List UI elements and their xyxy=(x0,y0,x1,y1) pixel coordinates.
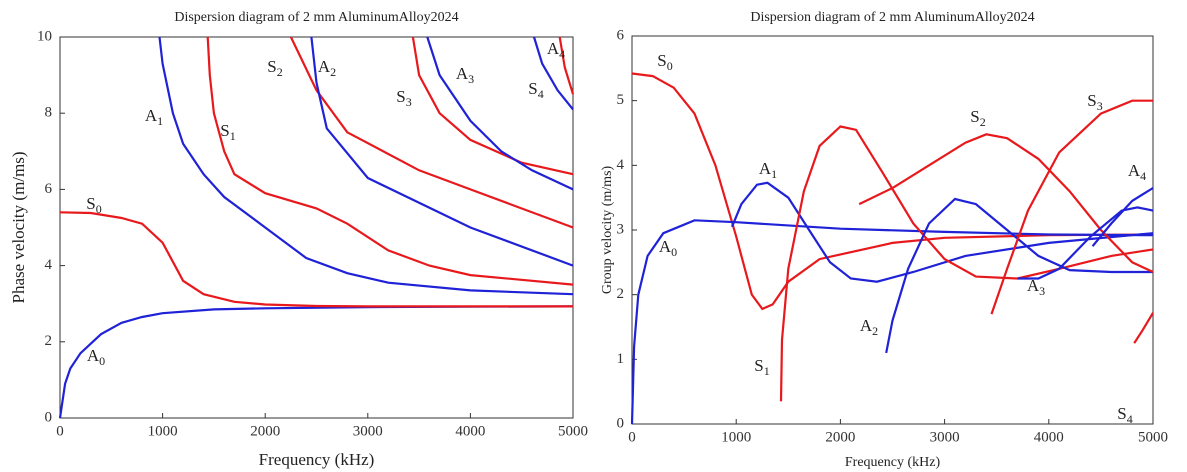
x-tick-label: 0 xyxy=(56,423,64,439)
mode-label: S0 xyxy=(86,194,101,216)
mode-label: A0 xyxy=(87,346,105,368)
x-axis-label: Frequency (kHz) xyxy=(259,450,375,469)
curve xyxy=(730,181,1154,283)
x-tick-label: 1000 xyxy=(148,423,178,439)
mode-label: S0 xyxy=(657,51,672,73)
y-tick-label: 4 xyxy=(45,257,53,273)
mode-label: A2 xyxy=(860,316,878,338)
mode-label: S1 xyxy=(220,121,235,143)
mode-label: S4 xyxy=(1117,404,1132,426)
mode-label: A2 xyxy=(318,57,336,79)
curve xyxy=(426,36,574,191)
y-tick-label: 5 xyxy=(617,92,625,108)
curve xyxy=(630,219,1154,425)
y-tick-label: 0 xyxy=(617,415,625,431)
curve xyxy=(858,133,1154,273)
x-tick-label: 3000 xyxy=(353,423,383,439)
curve xyxy=(532,36,574,111)
x-tick-label: 0 xyxy=(628,429,636,445)
y-tick-label: 1 xyxy=(617,351,625,367)
curve xyxy=(990,99,1153,315)
mode-label: A4 xyxy=(547,39,565,61)
y-tick-label: 6 xyxy=(45,181,53,197)
y-axis-label: Phase velocity (m/ms) xyxy=(9,151,28,303)
curve xyxy=(411,36,574,176)
mode-label: A3 xyxy=(456,64,474,86)
y-tick-label: 8 xyxy=(45,105,53,121)
x-tick-label: 2000 xyxy=(825,429,855,445)
mode-label: A0 xyxy=(659,237,677,259)
curve xyxy=(1091,187,1154,247)
x-axis-label: Frequency (kHz) xyxy=(845,455,941,470)
x-tick-label: 5000 xyxy=(558,423,588,439)
curve xyxy=(779,125,1154,402)
curve xyxy=(59,211,573,308)
curve xyxy=(158,36,574,296)
mode-label: A3 xyxy=(1027,276,1045,298)
curve xyxy=(310,36,574,267)
mode-label: A1 xyxy=(759,159,777,181)
x-tick-label: 5000 xyxy=(1138,429,1168,445)
y-tick-label: 6 xyxy=(617,27,625,43)
x-tick-label: 4000 xyxy=(455,423,485,439)
y-tick-label: 2 xyxy=(617,286,625,302)
y-tick-label: 2 xyxy=(45,333,53,349)
curve xyxy=(206,36,574,286)
mode-label: S2 xyxy=(267,57,282,79)
mode-label: S1 xyxy=(754,356,769,378)
y-tick-label: 3 xyxy=(617,221,625,237)
curve xyxy=(885,197,1153,354)
mode-label: S4 xyxy=(528,79,543,101)
y-tick-label: 10 xyxy=(37,28,52,44)
y-axis-label: Group velocity (m/ms) xyxy=(600,166,615,295)
y-tick-label: 0 xyxy=(45,409,53,425)
mode-label: S3 xyxy=(396,87,411,109)
x-tick-label: 4000 xyxy=(1034,429,1064,445)
plot-area xyxy=(59,36,574,419)
mode-label: S3 xyxy=(1087,91,1102,113)
curve xyxy=(1133,312,1154,344)
chart-title: Dispersion diagram of 2 mm AluminumAlloy… xyxy=(750,10,1034,25)
y-tick-label: 4 xyxy=(617,157,625,173)
x-tick-label: 1000 xyxy=(721,429,751,445)
mode-label: A1 xyxy=(145,106,163,128)
curve xyxy=(558,36,575,95)
x-tick-label: 2000 xyxy=(250,423,280,439)
mode-label: A4 xyxy=(1128,161,1146,183)
mode-label: S2 xyxy=(970,107,985,129)
curve xyxy=(1017,206,1154,280)
curve xyxy=(289,36,574,229)
chart-title: Dispersion diagram of 2 mm AluminumAlloy… xyxy=(174,10,458,25)
x-tick-label: 3000 xyxy=(930,429,960,445)
